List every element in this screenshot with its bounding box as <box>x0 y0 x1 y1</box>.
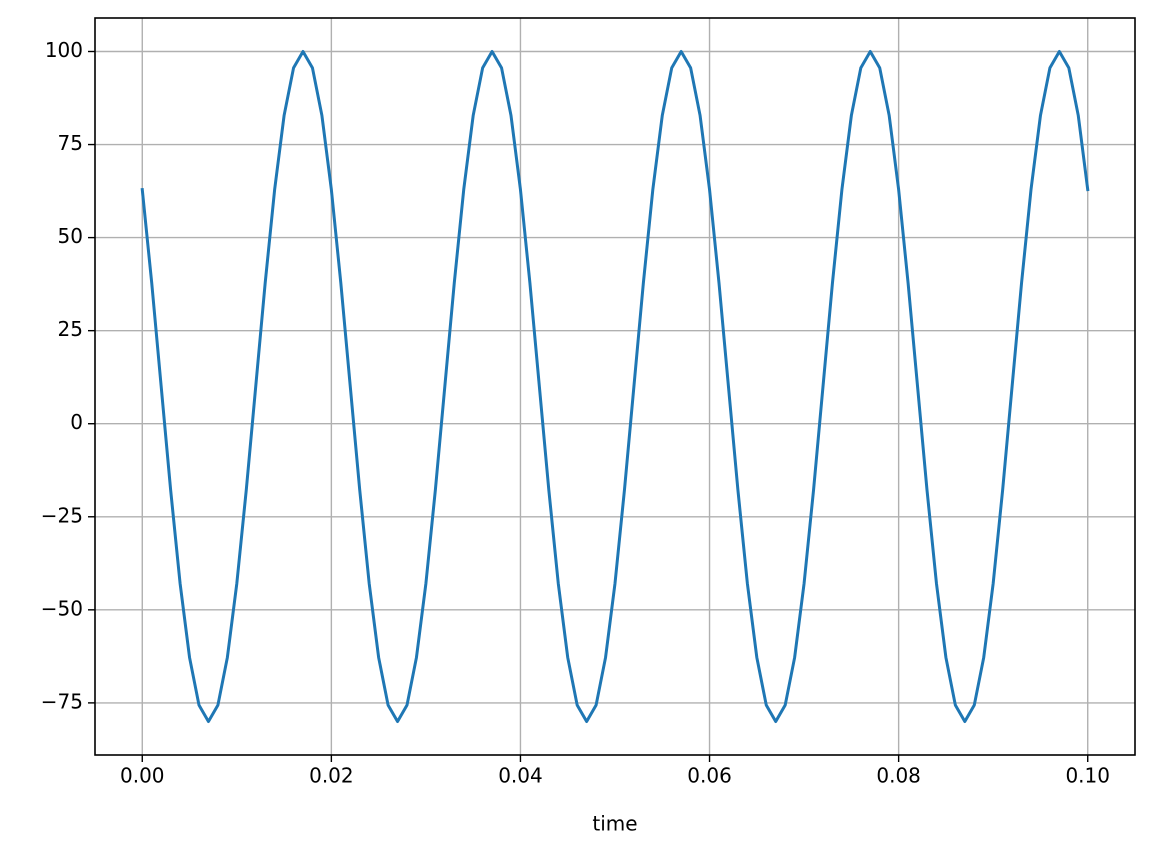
y-tick-label: −25 <box>41 503 83 527</box>
y-tick-label: 25 <box>58 317 83 341</box>
x-tick-label: 0.04 <box>498 764 543 788</box>
x-tick-label: 0.08 <box>876 764 921 788</box>
x-tick-label: 0.10 <box>1065 764 1110 788</box>
y-tick-label: −75 <box>41 689 83 713</box>
x-tick-label: 0.00 <box>120 764 165 788</box>
y-tick-label: 75 <box>58 131 83 155</box>
x-tick-label: 0.06 <box>687 764 732 788</box>
y-tick-label: 50 <box>58 224 83 248</box>
x-axis-label: time <box>592 812 637 836</box>
y-tick-label: −50 <box>41 596 83 620</box>
line-series <box>140 50 1090 723</box>
y-tick-label: 0 <box>70 410 83 434</box>
x-tick-label: 0.02 <box>309 764 354 788</box>
y-tick-label: 100 <box>45 38 83 62</box>
plot-frame <box>94 17 1136 756</box>
